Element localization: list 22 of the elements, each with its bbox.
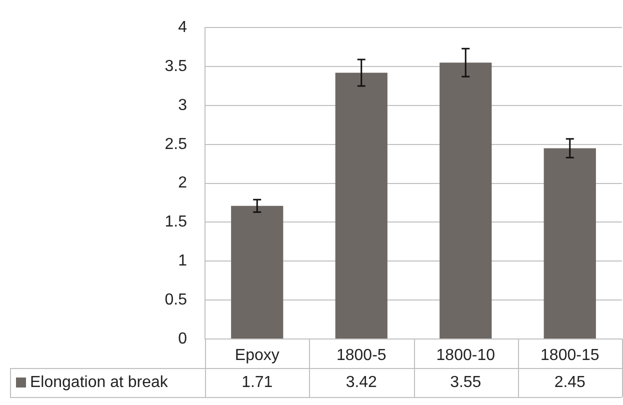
bar (440, 62, 492, 338)
y-tick-label: 2.5 (164, 136, 188, 153)
x-tick-label: 1800-10 (436, 347, 496, 364)
y-tick-label: 3.5 (164, 58, 188, 75)
y-tick-label: 3 (178, 96, 188, 114)
y-tick-label: 1 (178, 252, 188, 270)
y-tick-label: 0 (178, 330, 188, 348)
x-tick-label: 1800-5 (336, 347, 386, 364)
y-tick-label: 1.5 (164, 214, 188, 231)
x-tick-label: 1800-15 (540, 347, 600, 364)
legend-label: Elongation at break (30, 374, 169, 391)
data-label: 3.42 (346, 374, 378, 391)
y-tick-label: 0.5 (164, 291, 188, 308)
data-label: 1.71 (242, 374, 273, 391)
y-tick-label: 4 (178, 19, 188, 36)
bar (335, 72, 388, 338)
bar (231, 206, 284, 338)
data-label: 3.55 (450, 374, 482, 391)
y-tick-label: 2 (178, 174, 188, 192)
data-label: 2.45 (554, 374, 586, 391)
x-tick-label: Epoxy (234, 347, 280, 364)
bar (544, 148, 596, 338)
